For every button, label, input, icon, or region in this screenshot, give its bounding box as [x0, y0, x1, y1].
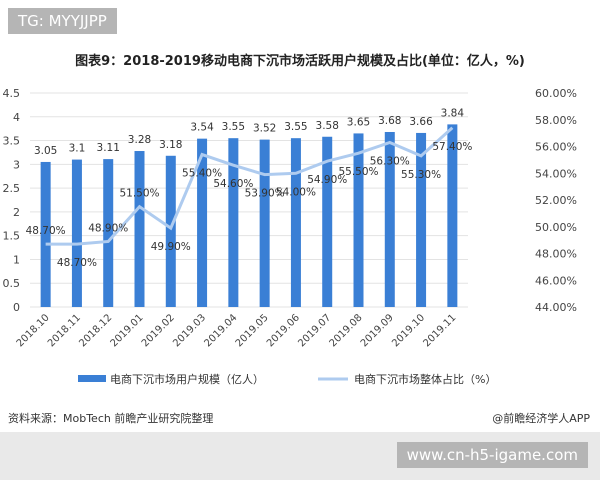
legend-bar-swatch [78, 375, 106, 382]
bar [197, 138, 208, 307]
site-url: www.cn-h5-igame.com [396, 442, 588, 468]
left-tick-label: 0.5 [3, 277, 21, 290]
line-label: 48.70% [26, 225, 66, 237]
x-tick-label: 2019.02 [140, 312, 177, 349]
bar [134, 151, 145, 307]
right-tick-label: 54.00% [535, 167, 577, 180]
bar-label: 3.68 [378, 115, 401, 127]
right-tick-label: 48.00% [535, 248, 577, 261]
bar [416, 132, 427, 307]
line-label: 55.30% [401, 169, 441, 181]
bar-label: 3.1 [69, 143, 86, 155]
left-tick-label: 3.5 [3, 135, 21, 148]
bar-label: 3.18 [159, 139, 182, 151]
x-tick-label: 2019.01 [109, 312, 146, 349]
line-label: 57.40% [432, 141, 472, 153]
x-tick-label: 2019.11 [421, 312, 458, 349]
line-label: 48.90% [88, 222, 128, 234]
legend-line-label: 电商下沉市场整体占比（%） [354, 372, 496, 386]
left-tick-label: 1 [13, 253, 20, 266]
right-tick-label: 46.00% [535, 274, 577, 287]
left-tick-label: 4.5 [3, 87, 21, 100]
bar-label: 3.58 [316, 120, 339, 132]
right-tick-label: 60.00% [535, 87, 577, 100]
right-tick-label: 56.00% [535, 141, 577, 154]
watermark-badge: TG: MYYJJPP [8, 8, 117, 34]
bar [447, 124, 458, 308]
chart-title: 图表9：2018-2019移动电商下沉市场活跃用户规模及占比(单位：亿人，%) [75, 54, 525, 69]
chart: 00.511.522.533.544.544.00%46.00%48.00%50… [3, 87, 577, 386]
bar [165, 155, 176, 307]
line-series [45, 126, 454, 246]
line-label: 54.00% [276, 186, 316, 198]
bar [259, 139, 270, 307]
bar [228, 138, 239, 307]
right-tick-label: 52.00% [535, 194, 577, 207]
x-tick-label: 2019.09 [359, 312, 396, 349]
line-label: 55.40% [182, 168, 222, 180]
x-tick-label: 2019.07 [296, 312, 333, 349]
left-tick-label: 2 [13, 206, 20, 219]
line-label: 51.50% [119, 188, 159, 200]
bar-label: 3.55 [284, 121, 307, 133]
app-credit: @前瞻经济学人APP [492, 412, 590, 425]
bar-label: 3.54 [190, 122, 214, 134]
bar-label: 3.05 [34, 145, 57, 157]
left-tick-label: 4 [13, 111, 20, 124]
bar [290, 138, 301, 307]
line-label: 54.60% [213, 178, 253, 190]
line-label: 53.90% [245, 188, 285, 200]
x-tick-label: 2019.04 [202, 312, 239, 349]
x-tick-label: 2019.05 [234, 312, 271, 349]
bar-label: 3.52 [253, 123, 276, 135]
source-note: 资料来源：MobTech 前瞻产业研究院整理 [8, 412, 214, 425]
left-tick-label: 3 [13, 158, 20, 171]
bar [71, 159, 82, 307]
x-tick-label: 2018.12 [77, 312, 114, 349]
line-label: 55.50% [338, 166, 378, 178]
line-label: 56.30% [370, 155, 410, 167]
left-tick-label: 0 [13, 301, 20, 314]
x-tick-label: 2019.06 [265, 312, 302, 349]
bar-label: 3.65 [347, 116, 370, 128]
x-tick-label: 2018.11 [46, 312, 83, 349]
bar [353, 133, 364, 307]
bar [384, 131, 395, 307]
x-tick-label: 2019.08 [328, 312, 365, 349]
x-tick-label: 2019.03 [171, 312, 208, 349]
right-tick-label: 50.00% [535, 221, 577, 234]
right-tick-label: 58.00% [535, 114, 577, 127]
bar-label: 3.55 [222, 121, 245, 133]
legend-bar-label: 电商下沉市场用户规模（亿人） [110, 372, 264, 386]
bar [103, 159, 114, 307]
x-tick-label: 2019.10 [390, 312, 427, 349]
bar-label: 3.28 [128, 134, 151, 146]
left-tick-label: 1.5 [3, 230, 21, 243]
bar [40, 161, 51, 307]
line-label: 48.70% [57, 257, 97, 269]
line-label: 49.90% [151, 241, 191, 253]
bar-label: 3.66 [409, 116, 433, 128]
left-tick-label: 2.5 [3, 182, 21, 195]
bar [322, 136, 333, 307]
bar-label: 3.11 [97, 142, 120, 154]
right-tick-label: 44.00% [535, 301, 577, 314]
bar-label: 3.84 [441, 107, 465, 119]
x-tick-label: 2018.10 [15, 312, 52, 349]
line-label: 54.90% [307, 174, 347, 186]
